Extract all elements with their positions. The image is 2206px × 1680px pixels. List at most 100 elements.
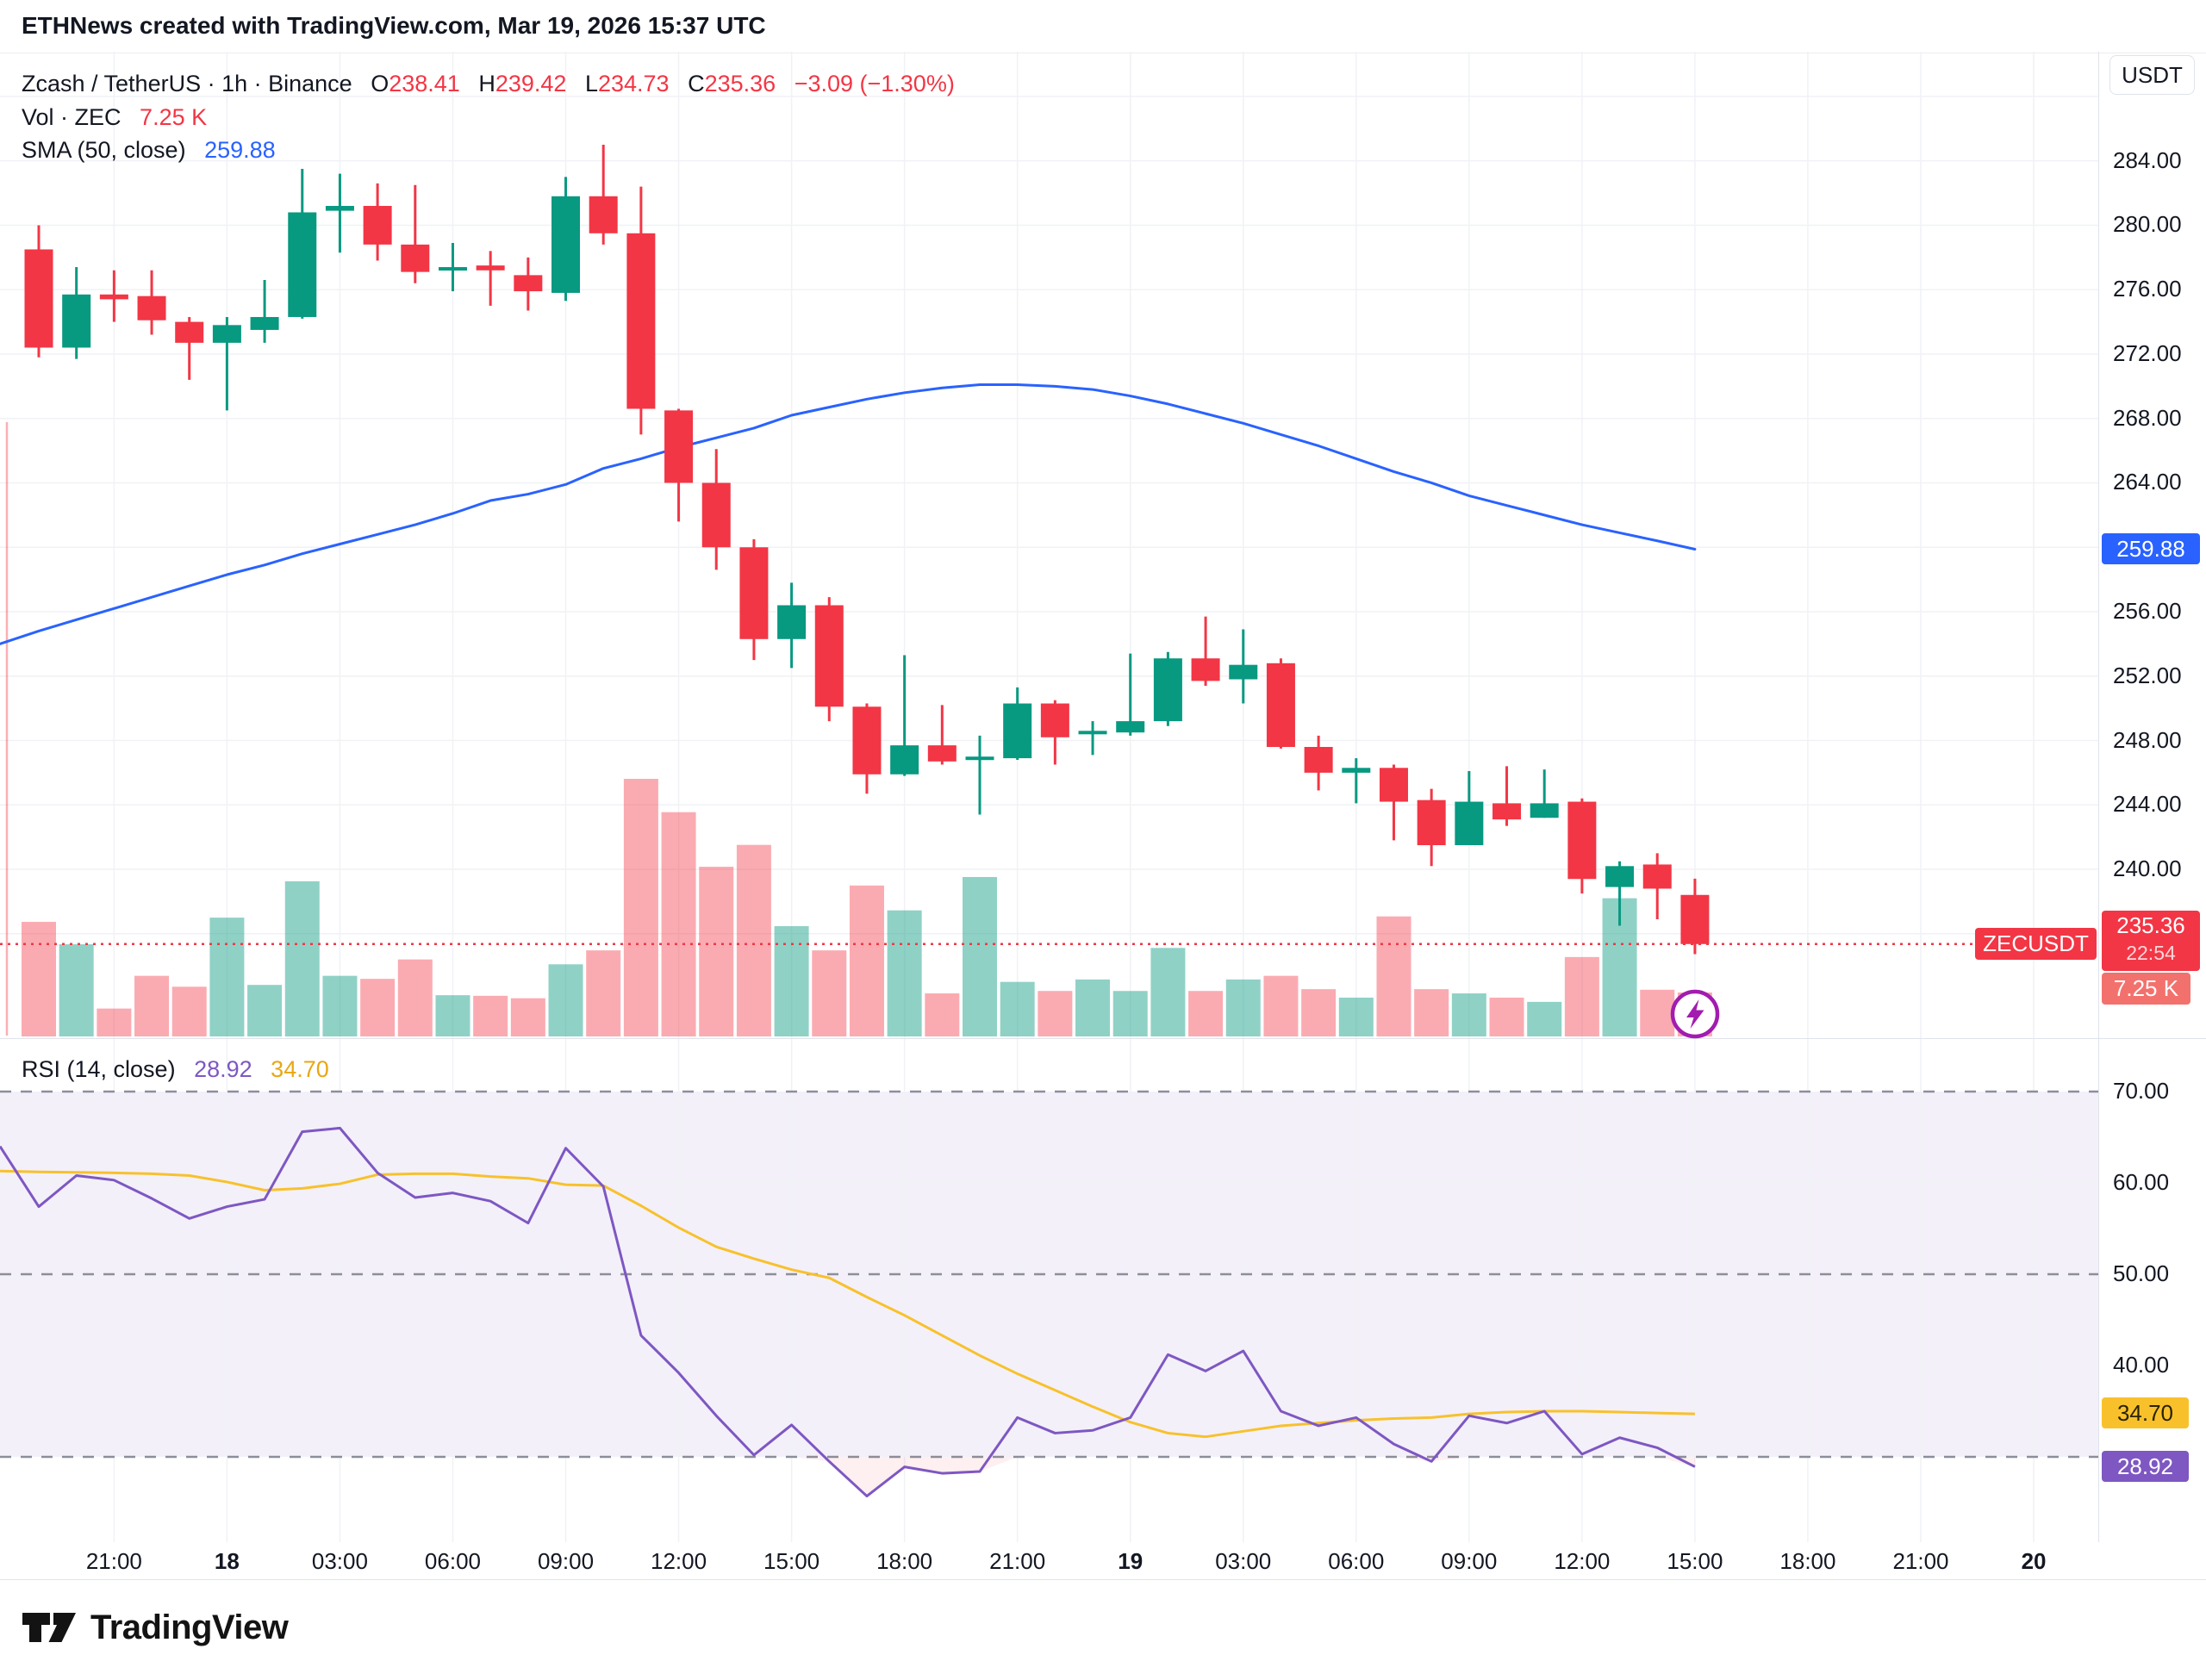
candle-body [626,233,656,409]
candle-body [664,410,694,483]
time-tick-label: 15:00 [1667,1548,1723,1574]
volume-bar [1489,997,1524,1036]
volume-bar [1150,948,1186,1036]
candle-body [514,275,543,292]
rsi-legend[interactable]: RSI (14, close) 28.92 34.70 [22,1056,329,1083]
volume-bar [360,979,396,1036]
rsi-tick-label: 60.00 [2113,1169,2170,1195]
volume-value: 7.25 K [140,104,208,130]
time-tick-label: 09:00 [1441,1548,1498,1574]
volume-bar [586,950,621,1036]
volume-badge: 7.25 K [2102,973,2190,1005]
volume-bar [435,995,470,1036]
rsi-pane[interactable] [0,1038,2098,1542]
volume-legend[interactable]: Vol · ZEC 7.25 K [22,104,207,131]
candle-body [1417,800,1446,846]
volume-bar [209,918,245,1036]
volume-bar [97,1008,132,1036]
high-value: 239.42 [495,71,567,96]
price-pane[interactable] [0,52,2098,1038]
volume-bar [774,925,809,1036]
tradingview-logo-icon [22,1613,76,1642]
volume-bar [736,844,771,1036]
symbol-legend[interactable]: Zcash / TetherUS · 1h · Binance O238.41 … [22,71,955,97]
change-value: −3.09 (−1.30%) [794,71,955,96]
volume-label: Vol · ZEC [22,104,122,130]
volume-bar [1075,979,1111,1036]
time-tick-label: 03:00 [311,1548,368,1574]
candle-body [1530,803,1559,818]
volume-bar [1376,916,1411,1036]
price-tick-label: 280.00 [2113,211,2182,238]
candle-body [212,325,241,343]
price-tick-label: 276.00 [2113,276,2182,302]
candle-body [890,745,919,775]
time-tick-label: 21:00 [1892,1548,1949,1574]
footer[interactable]: TradingView [22,1606,289,1649]
candle-body [1455,801,1484,846]
last-price-badge: 235.36 22:54 [2102,911,2200,971]
candle-body [363,206,392,245]
price-tick-label: 252.00 [2113,662,2182,688]
time-tick-label: 03:00 [1215,1548,1272,1574]
time-tick-label: 12:00 [651,1548,707,1574]
volume-bar [1038,991,1073,1036]
candle-body [1567,801,1597,880]
candle-body [401,244,430,272]
price-tick-label: 272.00 [2113,339,2182,366]
candle-body [1078,731,1107,735]
header: ETHNews created with TradingView.com, Ma… [0,0,2206,53]
volume-bar [510,998,545,1036]
time-tick-label: 21:00 [989,1548,1046,1574]
volume-bar [171,986,207,1036]
sma-price-badge: 259.88 [2102,533,2200,564]
volume-bar [1414,989,1449,1036]
candle-body [1642,864,1672,889]
candle-body [965,756,994,761]
volume-bar [1188,991,1224,1036]
price-tick-label: 248.00 [2113,726,2182,753]
volume-bar [1527,1001,1562,1036]
candle-body [1379,768,1408,802]
time-axis[interactable]: 21:00 18 03:00 06:00 09:00 12:00 15:00 18:00 21:… [0,1542,2206,1580]
time-tick-label: 09:00 [537,1548,595,1574]
currency-button[interactable]: USDT [2109,55,2195,95]
volume-bar [397,959,433,1036]
rsi-tick-label: 40.00 [2113,1352,2170,1378]
candle-body [1153,658,1182,722]
volume-bar [661,812,696,1036]
sma-label: SMA (50, close) [22,137,186,163]
candle-body [1680,894,1710,944]
price-axis-separator[interactable] [2098,52,2099,1579]
volume-bar [284,880,320,1036]
candle-body [476,265,505,271]
rsi-line [0,1126,1696,1498]
flash-icon[interactable] [1668,987,1722,1041]
price-tick-label: 240.00 [2113,856,2182,882]
candle-body [1266,663,1295,747]
volume-bar [1263,975,1299,1036]
volume-bar [473,995,508,1036]
time-tick-label: 18:00 [1779,1548,1836,1574]
brand-name: TradingView [90,1608,289,1646]
price-tick-label: 268.00 [2113,404,2182,431]
symbol-badge: ZECUSDT [1975,928,2097,960]
sma-legend[interactable]: SMA (50, close) 259.88 [22,137,276,164]
rsi-label: RSI (14, close) [22,1056,176,1082]
candle-body [1304,746,1333,773]
candle-body [777,605,807,639]
rsi-value: 28.92 [194,1056,252,1082]
sma-value: 259.88 [204,137,276,163]
rsi-badge: 28.92 [2102,1451,2189,1482]
time-tick-label: 21:00 [85,1548,142,1574]
candle-body [814,605,844,707]
candle-body [1605,866,1635,887]
volume-bar [1112,991,1148,1036]
close-label: C [688,71,705,96]
header-title: ETHNews created with TradingView.com, Ma… [22,12,766,39]
volume-bar [963,876,997,1036]
candle-body [589,196,618,233]
pane-separator[interactable] [0,1038,2206,1039]
volume-bar [322,975,358,1036]
